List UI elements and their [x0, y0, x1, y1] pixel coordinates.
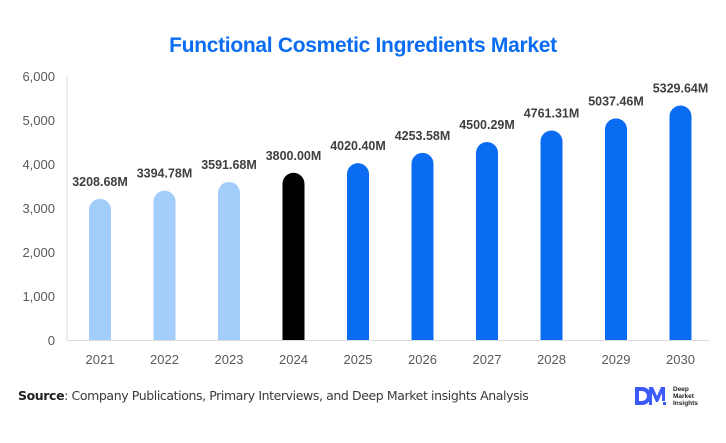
y-tick-label: 0	[48, 333, 55, 348]
bar-2029	[605, 118, 627, 340]
value-label: 4500.29M	[459, 118, 515, 132]
company-logo: Deep Market Insights	[633, 385, 698, 407]
source-text: : Company Publications, Primary Intervie…	[64, 388, 529, 403]
value-label: 4253.58M	[395, 129, 451, 143]
y-tick-label: 2,000	[22, 245, 55, 260]
value-label: 5037.46M	[588, 94, 644, 108]
logo-line-3: Insights	[673, 399, 698, 407]
value-label: 3591.68M	[201, 158, 257, 172]
value-label: 4761.31M	[524, 107, 580, 121]
x-tick-label: 2021	[86, 352, 115, 367]
logo-line-1: Deep	[673, 385, 689, 393]
source-note: Source: Company Publications, Primary In…	[18, 388, 529, 403]
logo-line-2: Market	[673, 392, 694, 400]
x-tick-label: 2030	[666, 352, 695, 367]
bar-2028	[540, 130, 563, 340]
x-tick-label: 2024	[279, 352, 308, 367]
bar-2022	[153, 190, 176, 340]
chart-title: Functional Cosmetic Ingredients Market	[169, 34, 557, 57]
value-label: 3208.68M	[72, 175, 128, 189]
bar-2030	[669, 105, 692, 340]
x-tick-label: 2029	[602, 352, 631, 367]
value-label: 4020.40M	[330, 139, 386, 153]
y-tick-label: 5,000	[22, 113, 55, 128]
bar-2027	[476, 141, 498, 340]
x-axis: 2021 2022 2023 2024 2025 2026 2027 2028 2029 2030	[86, 352, 695, 367]
y-tick-label: 4,000	[22, 157, 55, 172]
bar-2024	[282, 172, 305, 340]
x-tick-label: 2022	[150, 352, 179, 367]
bar-2026	[411, 152, 434, 340]
y-axis: 0 1,000 2,000 3,000 4,000 5,000 6,000	[22, 69, 55, 348]
value-label: 3800.00M	[266, 149, 322, 163]
y-tick-label: 3,000	[22, 201, 55, 216]
value-label: 3394.78M	[137, 167, 193, 181]
bar-2021	[89, 198, 111, 340]
bars-group: 3208.68M 3394.78M 3591.68M 3800.00M 4020.40M…	[72, 81, 708, 340]
x-tick-label: 2027	[473, 352, 502, 367]
x-tick-label: 2025	[344, 352, 373, 367]
x-tick-label: 2026	[408, 352, 437, 367]
y-tick-label: 1,000	[22, 289, 55, 304]
y-tick-label: 6,000	[22, 69, 55, 84]
value-label: 5329.64M	[653, 81, 709, 95]
bar-2023	[218, 181, 240, 340]
dm-logo-icon	[633, 385, 671, 407]
bar-chart: 0 1,000 2,000 3,000 4,000 5,000 6,000 3208.68M…	[22, 69, 709, 367]
bar-2025	[347, 163, 369, 340]
source-label: Source	[18, 388, 65, 403]
x-tick-label: 2023	[215, 352, 244, 367]
x-tick-label: 2028	[537, 352, 566, 367]
logo-text: Deep Market Insights	[673, 386, 698, 407]
